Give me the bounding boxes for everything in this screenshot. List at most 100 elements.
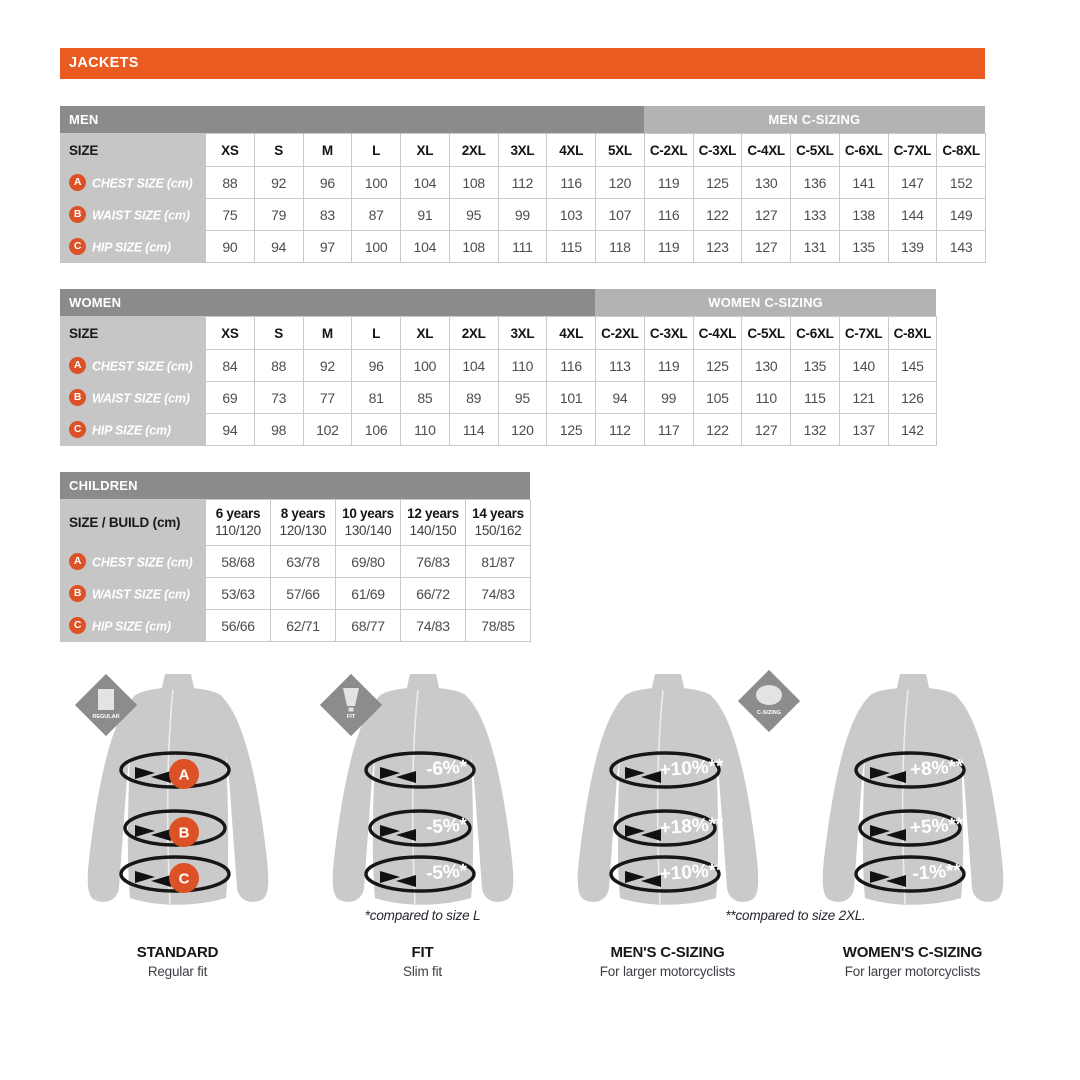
size-value-cell: 125 [692, 349, 743, 382]
size-value-cell: 127 [741, 230, 791, 263]
women-size-table: WOMEN WOMEN C-SIZING SIZE XS S M L XL 2XL 3XL 4XL C… [60, 289, 938, 446]
size-value-cell: 125 [692, 166, 743, 199]
women-table-grid: SIZE XS S M L XL 2XL 3XL 4XL C-2XL C-3XL C-4XL C-5XL… [60, 316, 938, 446]
band-arrow-right-icon [379, 767, 400, 779]
size-value-cell: 120 [497, 413, 548, 446]
figure-caption-title: MEN'S C-SIZING [610, 944, 725, 961]
size-value-cell: 130 [741, 349, 791, 382]
band-ellipse [853, 855, 966, 893]
size-value-cell: 126 [887, 381, 938, 414]
fit-badge: C-SIZING [737, 669, 801, 733]
size-column-header: 4XL [546, 316, 596, 350]
size-value-cell: 116 [546, 349, 596, 382]
band-ellipse [608, 855, 721, 893]
measurement-row-label: B WAIST SIZE (cm) [60, 577, 206, 610]
measurement-row: B WAIST SIZE (cm) 53/63 57/66 61/69 66/72 74/8… [60, 577, 531, 610]
band-ellipse [363, 751, 476, 789]
size-value-cell: 119 [643, 230, 694, 263]
size-value-cell: 127 [741, 198, 791, 231]
measure-badge-b: B [69, 206, 86, 224]
band-arrow-right-icon [624, 825, 645, 837]
size-value-cell: 115 [790, 381, 840, 414]
measure-badge-a: A [69, 174, 86, 192]
jacket-collar [405, 674, 440, 692]
size-column-header: C-2XL [643, 133, 694, 167]
size-column-header: L [351, 316, 401, 350]
children-size-table: CHILDREN SIZE / BUILD (cm) 6 years 110/120 8… [60, 472, 531, 642]
measurement-label-text: HIP SIZE (cm) [92, 422, 171, 437]
band-arrow-left-icon [150, 829, 171, 841]
size-column-header: C-5XL [741, 316, 791, 350]
size-value-cell: 104 [448, 349, 499, 382]
size-header-row: SIZE / BUILD (cm) 6 years 110/120 8 years 12… [60, 499, 531, 546]
size-value-cell: 81/87 [465, 545, 531, 578]
size-value-cell: 74/83 [400, 609, 466, 642]
band-arrow-left-icon [395, 829, 416, 841]
band-percent-label: +10%** [659, 860, 725, 885]
size-value-cell: 83 [302, 198, 353, 231]
band-arrow-right-icon [134, 767, 155, 779]
band-arrow-right-icon [134, 825, 155, 837]
fit-badge-wrap: REGULAR [73, 672, 139, 743]
size-column-header: C-8XL [936, 133, 986, 167]
measurement-row: A CHEST SIZE (cm) 88 92 96 100 104 108 112 116 120… [60, 166, 986, 199]
column-build: 130/140 [344, 522, 392, 538]
size-value-cell: 56/66 [205, 609, 271, 642]
jacket-illustration: A B C [87, 674, 268, 905]
band-percent-label: +8%** [909, 756, 964, 781]
band-arrow-left-icon [885, 875, 906, 887]
fit-badge-wrap: FIT [318, 672, 384, 743]
size-value-cell: 132 [790, 413, 840, 446]
size-value-cell: 120 [595, 166, 645, 199]
size-value-cell: 104 [400, 166, 450, 199]
table-title-bar: WOMEN WOMEN C-SIZING [60, 289, 937, 316]
measurement-band: -6%* [363, 751, 476, 789]
measurement-band: +10%** [608, 855, 725, 893]
measurement-band: B [122, 809, 227, 847]
size-value-cell: 115 [546, 230, 596, 263]
size-value-cell: 62/71 [270, 609, 336, 642]
size-value-cell: 108 [448, 166, 499, 199]
band-arrow-left-icon [640, 771, 661, 783]
children-table-grid: SIZE / BUILD (cm) 6 years 110/120 8 years 12… [60, 499, 531, 642]
measurement-band: -5%* [363, 855, 476, 893]
size-column-header: XL [400, 133, 450, 167]
size-column-header: C-8XL [887, 316, 938, 350]
band-arrow-left-icon [885, 829, 906, 841]
size-value-cell: 110 [741, 381, 791, 414]
size-value-cell: 61/69 [335, 577, 401, 610]
size-value-cell: 138 [838, 198, 889, 231]
size-value-cell: 87 [351, 198, 401, 231]
size-value-cell: 95 [448, 198, 499, 231]
size-value-cell: 103 [546, 198, 596, 231]
size-column-header: 2XL [448, 133, 499, 167]
size-column-header: 3XL [497, 316, 548, 350]
band-percent-label: -6%* [425, 757, 468, 781]
size-column-header: C-3XL [643, 316, 694, 350]
size-value-cell: 139 [887, 230, 938, 263]
size-value-cell: 94 [595, 381, 645, 414]
table-title-women: WOMEN [60, 289, 595, 316]
column-age: 12 years [407, 505, 459, 521]
size-header-row: SIZE XS S M L XL 2XL 3XL 4XL 5XL C-2XL C-3XL C-4XL C-… [60, 133, 986, 167]
size-value-cell: 92 [302, 349, 353, 382]
badge-label: C-SIZING [757, 710, 781, 716]
column-age: 10 years [342, 505, 394, 521]
measurement-row-label: B WAIST SIZE (cm) [60, 198, 206, 231]
measurement-label-text: WAIST SIZE (cm) [92, 390, 190, 405]
band-ellipse [122, 809, 227, 847]
size-column-header: C-7XL [887, 133, 938, 167]
men-table-grid: SIZE XS S M L XL 2XL 3XL 4XL 5XL C-2XL C-3XL C-4XL C-… [60, 133, 986, 263]
size-value-cell: 122 [692, 198, 743, 231]
size-column-header: L [351, 133, 401, 167]
measure-badge-b: B [69, 585, 86, 603]
band-ellipse [367, 809, 472, 847]
measurement-label-text: CHEST SIZE (cm) [92, 554, 193, 569]
size-value-cell: 97 [302, 230, 353, 263]
band-arrow-right-icon [869, 767, 890, 779]
figure-caption-title: FIT [411, 944, 434, 961]
measurement-row-label: A CHEST SIZE (cm) [60, 349, 206, 382]
jacket-left-sleeve [577, 694, 627, 902]
size-column-header: 6 years 110/120 [205, 499, 271, 546]
fit-figure-1: A B C REGULAR STANDARD Regular fit [55, 658, 300, 979]
